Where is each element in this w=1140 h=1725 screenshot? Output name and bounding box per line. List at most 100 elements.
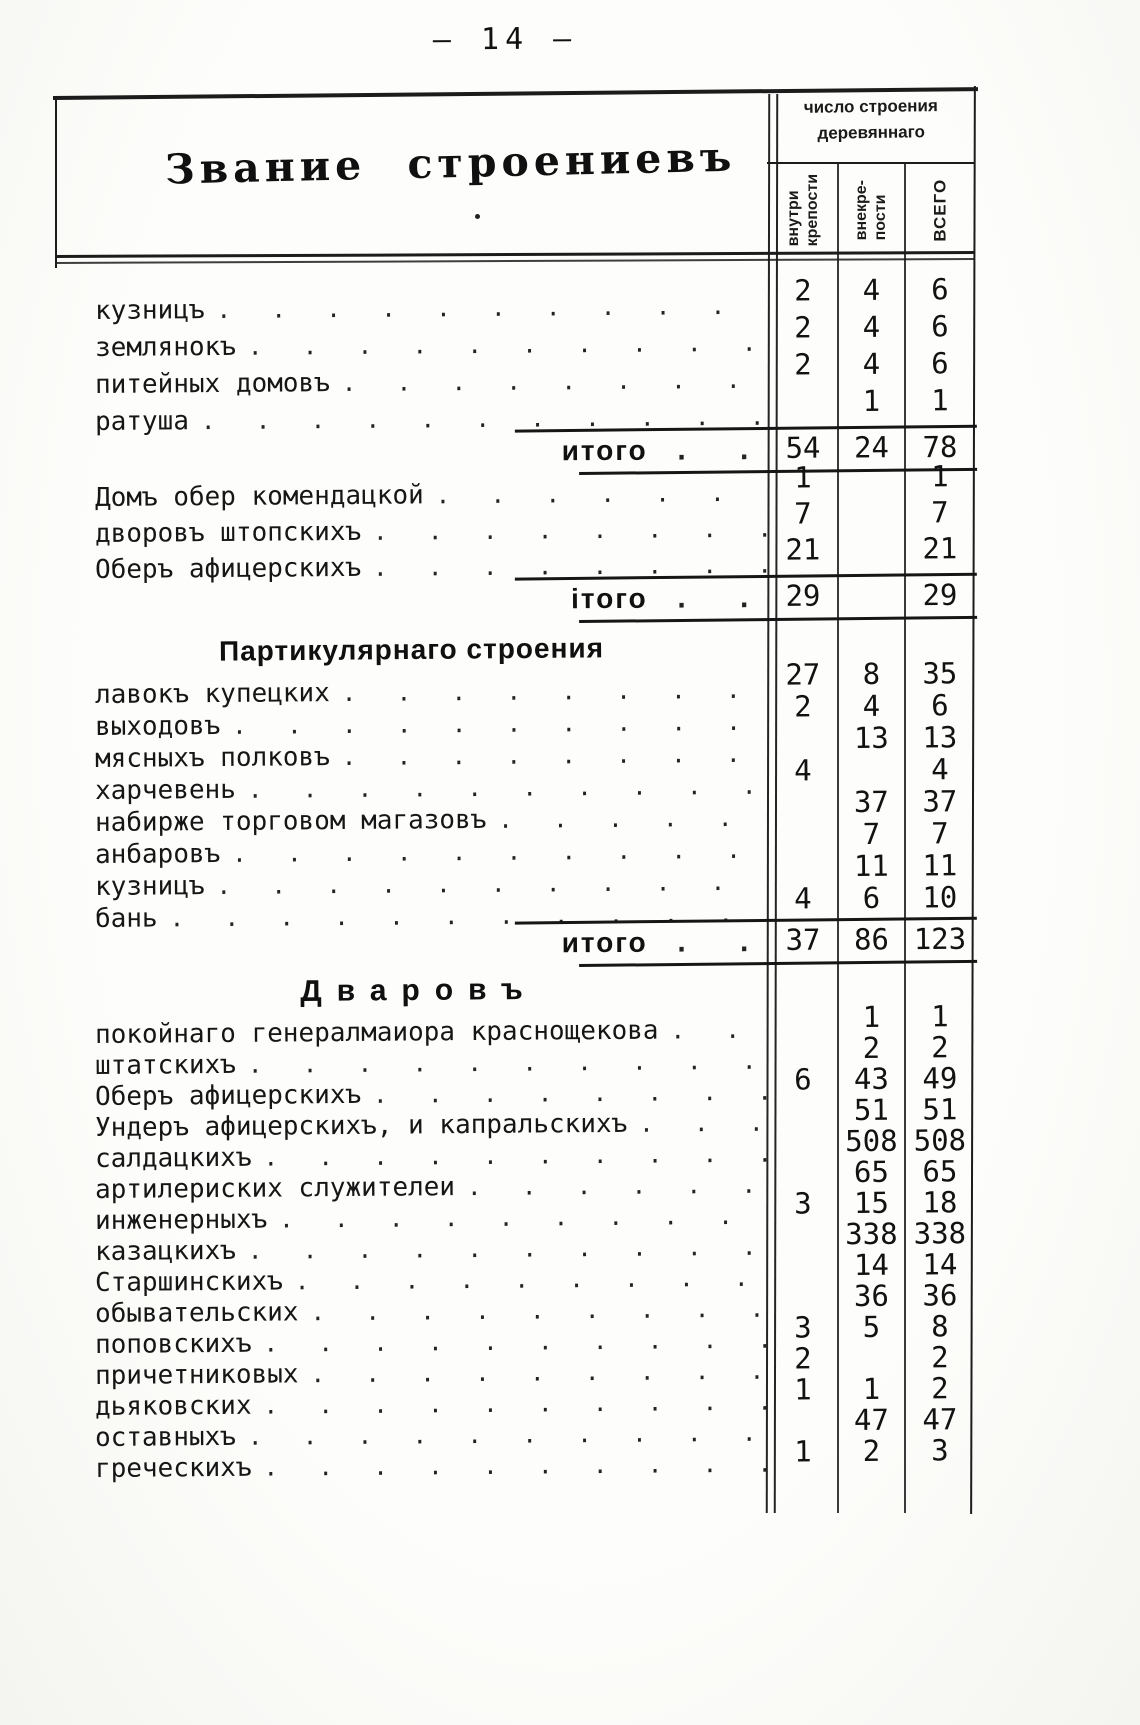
dot-leader [298,1295,768,1327]
total-label: ітого [570,582,648,615]
dot-leader [236,1233,768,1265]
dot-leader [627,1109,768,1138]
table-section: Партикулярнаго строения лавокъ купецких … [55,628,975,968]
row-label: Домъ обер комендацкой [94,480,424,513]
dot-leader [251,1140,768,1172]
cell-outside-fortress: 7 [862,816,881,851]
dot-leader [330,740,768,771]
row-label: инженерныхъ [94,1204,268,1236]
cell-total: 35 [922,656,958,691]
cell-inside-fortress [768,1017,838,1018]
cell-outside-fortress: 15 [853,1185,889,1221]
cell-inside-fortress: 7 [793,496,812,531]
dot-leader [658,1016,768,1045]
cell-inside-fortress: 1 [793,460,812,495]
total-row: итого 37 86 123 [55,919,975,969]
cell-inside-fortress: 4 [794,881,812,916]
row-label: греческихъ [94,1452,252,1484]
row-label: артилериских служителеи [94,1172,456,1205]
cell-total: 2 [931,1371,949,1406]
section-rows: лавокъ купецких 27 8 35 выходовъ 2 4 6 м… [55,656,975,934]
cell-total: 2 [931,1030,949,1065]
cell-inside-fortress [768,1048,838,1049]
cell-inside-fortress: 1 [794,1434,812,1469]
dot-leader [486,804,768,834]
cell-inside-fortress [768,1234,838,1235]
row-label-cell: питейных домовъ [55,364,768,400]
cell-total: 1 [931,999,949,1034]
row-label-cell: дворовъ штопскихъ [55,514,768,550]
cell-outside-fortress: 51 [853,1092,889,1128]
cell-outside-fortress [838,477,905,478]
cell-total: 6 [930,688,949,723]
cell-total: 14 [922,1247,958,1282]
table-section: Домъ обер комендацкой 1 1 дворовъ штопск… [55,459,975,625]
row-label: харчевень [94,774,237,806]
section-heading: Партикулярнаго строения [55,625,768,675]
cell-total: 338 [913,1216,967,1251]
row-label: мясныхъ полковъ [94,742,330,774]
cell-inside-fortress: 6 [794,1062,812,1097]
dot-leader [204,291,768,323]
cell-total: 47 [922,1402,958,1437]
section-rows: покойнаго генералмаиора краснощекова 1 1… [55,999,975,1484]
dot-leader [298,1357,768,1389]
row-label: дьяковских [94,1390,252,1422]
row-label: лавокъ купецких [94,678,330,710]
row-label: питейных домовъ [94,367,330,400]
column-header-total: ВСЕГО [906,166,974,254]
section-heading: Дваровъ [55,967,768,1015]
dot-leader [455,1171,768,1201]
cell-inside-fortress: 2 [793,346,812,382]
section-rows: Домъ обер комендацкой 1 1 дворовъ штопск… [55,459,975,588]
dot-leader [236,1419,768,1451]
total-inside-fortress: 29 [785,578,821,613]
total-label-cell: итого [55,926,768,962]
row-label: кузницъ [94,871,205,902]
dot-leader [361,515,768,546]
dot-leader [236,328,768,360]
buildings-table: Звание строениевъ число строения деревян… [52,85,978,1518]
cell-inside-fortress: 3 [794,1310,812,1345]
cell-inside-fortress [768,401,838,402]
row-label: Старшинскихъ [94,1266,283,1298]
cell-outside-fortress: 11 [853,848,889,884]
dot-leader [251,1326,768,1358]
total-label: итого [561,926,648,959]
dot-leader [220,836,768,868]
cell-total: 1 [930,459,949,494]
column-header-outside-fortress: внекре- пости [839,166,904,254]
cell-outside-fortress: 8 [862,656,881,691]
cell-outside-fortress [838,549,905,550]
column-group-header: число строения деревяннаго [803,96,938,143]
cell-total: 49 [922,1061,958,1096]
section-heading-text: Дваровъ [300,972,538,1008]
cell-total: 21 [922,531,958,566]
table-left-border [55,98,57,268]
cell-outside-fortress: 4 [862,272,881,307]
dot-leader [251,1450,768,1482]
cell-total: 2 [931,1340,949,1375]
table-section: кузницъ 2 4 6 землянокъ 2 4 6 питейных д… [55,272,975,476]
cell-total: 6 [930,308,949,343]
row-label: кузницъ [94,294,205,326]
table-body: кузницъ 2 4 6 землянокъ 2 4 6 питейных д… [55,266,975,1484]
section-rows: кузницъ 2 4 6 землянокъ 2 4 6 питейных д… [55,272,975,440]
cell-total: 11 [922,848,958,883]
table-title: Звание строениевъ [164,132,737,194]
cell-inside-fortress: 2 [793,309,812,345]
page-number: — 14 — [432,21,578,58]
cell-outside-fortress: 43 [853,1061,889,1097]
row-label: казацкихъ [94,1235,237,1267]
cell-total: 10 [922,880,958,915]
total-outside-fortress: 86 [853,922,890,957]
cell-outside-fortress: 1 [862,383,881,418]
cell-total: 51 [922,1092,958,1127]
cell-inside-fortress: 27 [785,657,821,692]
row-label-cell: Домъ обер комендацкой [55,478,768,514]
total-row: ітого 29 29 [55,575,975,625]
section-heading-text: Партикулярнаго строения [218,632,605,667]
row-label-cell: кузницъ [55,290,768,326]
row-label: Оберъ афицерскихъ [94,1079,362,1112]
